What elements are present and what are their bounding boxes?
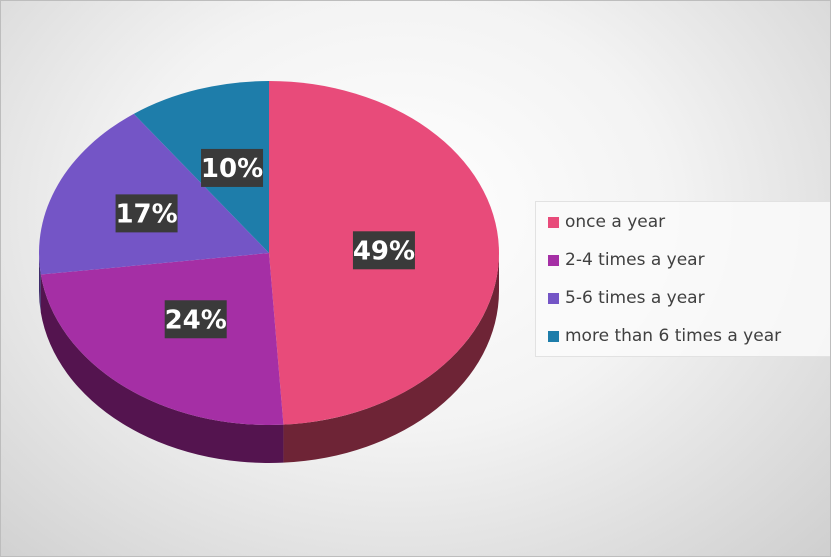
pie-side-2 [39, 253, 41, 313]
data-label-box [352, 231, 415, 270]
pie-slices [39, 81, 499, 425]
pie-side-0 [283, 253, 499, 463]
legend-item-more-than-6-times-a-year: more than 6 times a year [548, 326, 781, 346]
data-label-box [115, 194, 178, 233]
legend-swatch [548, 330, 559, 342]
pie-slice-1 [40, 253, 284, 425]
legend-item-2-4-times-a-year: 2-4 times a year [548, 250, 705, 270]
legend-label: more than 6 times a year [565, 326, 782, 346]
pie-data-labels: 49% 24% 17% 10% [115, 148, 415, 339]
data-label: 49% [353, 236, 415, 266]
legend-swatch [548, 216, 559, 228]
legend-label: 2-4 times a year [565, 250, 705, 270]
legend-label: once a year [565, 212, 666, 232]
legend-swatch [548, 254, 559, 266]
data-label: 17% [115, 199, 177, 229]
pie-3d-side [39, 253, 499, 463]
legend: once a year 2-4 times a year 5-6 times a… [535, 201, 830, 357]
legend-item-5-6-times-a-year: 5-6 times a year [548, 288, 705, 308]
data-label: 24% [165, 305, 227, 335]
data-label: 10% [201, 154, 263, 184]
pie-slice-2 [39, 113, 269, 275]
legend-label: 5-6 times a year [565, 288, 705, 308]
legend-item-once-a-year: once a year [548, 212, 665, 232]
data-label-box [164, 300, 227, 339]
pie-side-1 [40, 274, 284, 463]
data-label-box [201, 148, 264, 187]
legend-swatch [548, 292, 559, 304]
